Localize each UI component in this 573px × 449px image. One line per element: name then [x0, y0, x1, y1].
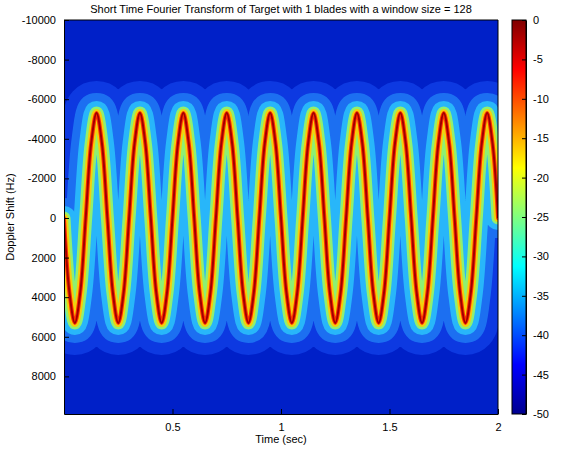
tick-mark — [64, 60, 69, 61]
plot-background — [64, 20, 498, 414]
tick: 8000 — [32, 370, 69, 382]
tick: 0 — [50, 212, 69, 224]
line-glow — [64, 113, 498, 323]
tick: -45 — [522, 369, 549, 381]
tick-label: -2000 — [28, 172, 56, 184]
tick-label: -25 — [533, 211, 549, 223]
tick-mark — [64, 337, 69, 338]
tick-label: 0 — [50, 212, 56, 224]
tick-label: -15 — [533, 132, 549, 144]
line-glow — [64, 113, 498, 323]
tick-label: 0 — [533, 14, 539, 26]
tick: -6000 — [28, 93, 69, 105]
tick: -4000 — [28, 133, 69, 145]
x-axis: 0.5 1 1.5 2 — [65, 409, 502, 433]
ridge-line — [64, 113, 498, 323]
plot-area — [64, 113, 498, 323]
plot-frame — [64, 20, 498, 414]
tick-label: 4000 — [32, 291, 56, 303]
tick-label: -35 — [533, 290, 549, 302]
tick-mark — [522, 59, 526, 60]
y-axis-title: Doppler Shift (Hz) — [4, 173, 16, 260]
tick-label: 8000 — [32, 370, 56, 382]
tick: -10 — [522, 93, 549, 105]
tick: -2000 — [28, 172, 69, 184]
tick: -10000 — [22, 14, 69, 26]
tick-mark — [64, 297, 69, 298]
tick-label: -4000 — [28, 133, 56, 145]
chart: 0.5 1 1.5 2 -10000 -8000 -6000 -4000 -2000 0 2000 4… — [0, 0, 573, 449]
tick-mark — [64, 258, 69, 259]
tick-label: -10 — [533, 93, 549, 105]
tick-label: 1 — [278, 421, 284, 433]
tick-label: -30 — [533, 250, 549, 262]
tick-mark — [64, 178, 69, 179]
tick-label: 2 — [495, 421, 501, 433]
line-glow — [64, 113, 498, 323]
axis-line — [64, 21, 65, 415]
tick-label: -50 — [533, 408, 549, 420]
tick-label: 1.5 — [382, 421, 397, 433]
tick: -20 — [522, 172, 549, 184]
tick-label: -5 — [533, 53, 543, 65]
tick-label: -20 — [533, 172, 549, 184]
colorbar — [512, 20, 526, 414]
tick-mark — [522, 99, 526, 100]
tick: 1.5 — [382, 409, 397, 433]
tick: -5 — [522, 53, 543, 65]
tick-mark — [522, 20, 526, 21]
tick: -40 — [522, 329, 549, 341]
x-axis-title: Time (sec) — [255, 433, 307, 445]
tick: -35 — [522, 290, 549, 302]
tick: 0 — [522, 14, 539, 26]
tick-label: 2000 — [32, 252, 56, 264]
tick: -15 — [522, 132, 549, 144]
tick-mark — [522, 138, 526, 139]
colorbar-axis: 0 -5 -10 -15 -20 -25 -30 -35 -40 -45 -50 — [522, 14, 549, 420]
tick: 1 — [278, 409, 284, 433]
tick-mark — [64, 139, 69, 140]
tick: -30 — [522, 250, 549, 262]
tick: 2000 — [32, 252, 69, 264]
chart-title: Short Time Fourier Transform of Target w… — [90, 3, 472, 15]
tick-label: -45 — [533, 369, 549, 381]
line-glow — [64, 113, 498, 323]
tick-mark — [64, 99, 69, 100]
axis-line — [65, 414, 499, 415]
tick-label: 0.5 — [165, 421, 180, 433]
tick-label: -6000 — [28, 93, 56, 105]
tick: 6000 — [32, 331, 69, 343]
tick-label: -40 — [533, 329, 549, 341]
tick-mark — [522, 375, 526, 376]
axis-line — [526, 21, 527, 415]
tick-mark — [64, 376, 69, 377]
line-glow — [64, 113, 498, 323]
tick-mark — [522, 217, 526, 218]
tick-label: 6000 — [32, 331, 56, 343]
tick-mark — [522, 256, 526, 257]
y-axis: -10000 -8000 -6000 -4000 -2000 0 2000 4000 6000 8… — [22, 14, 69, 414]
tick-mark — [390, 409, 391, 414]
tick-mark — [522, 296, 526, 297]
tick: -25 — [522, 211, 549, 223]
tick-mark — [173, 409, 174, 414]
tick: -8000 — [28, 54, 69, 66]
tick: 0.5 — [165, 409, 180, 433]
tick-mark — [281, 409, 282, 414]
tick-mark — [64, 218, 69, 219]
tick: 4000 — [32, 291, 69, 303]
tick-label: -10000 — [22, 14, 56, 26]
tick-mark — [522, 335, 526, 336]
tick-mark — [522, 414, 526, 415]
tick-mark — [522, 178, 526, 179]
tick-label: -8000 — [28, 54, 56, 66]
tick: -50 — [522, 408, 549, 420]
line-glow — [64, 113, 498, 323]
